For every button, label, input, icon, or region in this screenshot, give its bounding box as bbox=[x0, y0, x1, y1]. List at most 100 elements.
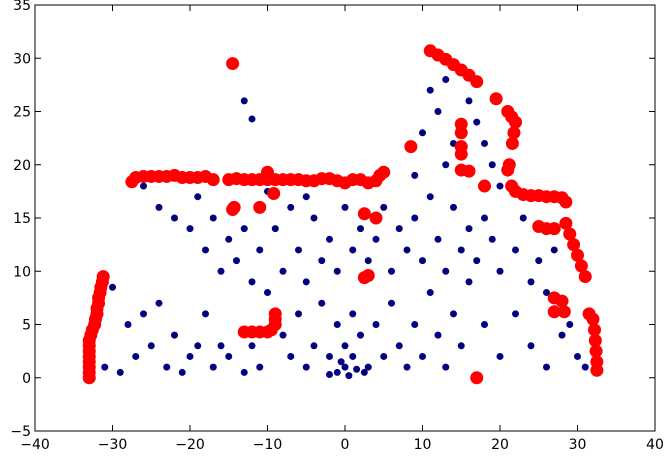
point bbox=[470, 75, 484, 89]
point bbox=[140, 310, 147, 318]
series bbox=[101, 76, 589, 380]
point bbox=[217, 342, 225, 350]
point bbox=[473, 257, 481, 265]
point bbox=[194, 193, 202, 201]
point bbox=[501, 163, 515, 177]
point bbox=[140, 182, 147, 190]
point bbox=[310, 214, 318, 222]
point bbox=[261, 165, 274, 179]
point bbox=[357, 271, 371, 285]
point bbox=[403, 246, 411, 254]
point bbox=[326, 235, 333, 243]
point bbox=[256, 363, 264, 371]
point bbox=[341, 342, 349, 350]
y-tick-label: −5 bbox=[10, 424, 31, 440]
point bbox=[240, 225, 248, 233]
y-tick-label: 30 bbox=[13, 51, 31, 67]
point bbox=[256, 246, 264, 254]
point bbox=[349, 310, 357, 318]
point bbox=[434, 235, 442, 243]
point bbox=[507, 126, 521, 140]
point bbox=[240, 97, 248, 105]
point bbox=[404, 140, 418, 154]
x-tick-label: −40 bbox=[20, 437, 50, 453]
point bbox=[454, 126, 468, 140]
x-tick-label: −20 bbox=[175, 437, 205, 453]
point bbox=[209, 363, 217, 371]
point bbox=[559, 195, 573, 209]
point bbox=[496, 352, 504, 360]
point bbox=[360, 368, 368, 376]
point bbox=[333, 321, 341, 328]
point bbox=[171, 214, 178, 222]
point bbox=[364, 257, 372, 265]
point bbox=[318, 299, 326, 307]
y-tick-label: 25 bbox=[13, 105, 31, 121]
x-tick-label: −10 bbox=[253, 437, 283, 453]
point bbox=[226, 57, 240, 71]
y-tick-label: 5 bbox=[22, 318, 31, 334]
point bbox=[426, 86, 434, 94]
point bbox=[558, 331, 566, 339]
point bbox=[124, 321, 132, 328]
point bbox=[512, 246, 519, 254]
point bbox=[341, 363, 349, 371]
point bbox=[186, 352, 194, 360]
point bbox=[287, 203, 295, 211]
point bbox=[302, 278, 310, 286]
point bbox=[225, 235, 233, 243]
point bbox=[488, 235, 496, 243]
x-tick-label: 40 bbox=[646, 437, 664, 453]
series bbox=[82, 44, 604, 385]
point bbox=[295, 310, 302, 318]
point bbox=[101, 363, 109, 371]
point bbox=[295, 246, 302, 254]
point bbox=[419, 129, 426, 137]
point bbox=[555, 294, 569, 308]
point bbox=[442, 76, 450, 84]
point bbox=[462, 164, 476, 178]
point bbox=[465, 97, 473, 105]
point bbox=[578, 270, 592, 284]
point bbox=[543, 289, 550, 297]
point bbox=[488, 161, 496, 169]
point bbox=[512, 310, 519, 318]
y-tick-label: 0 bbox=[22, 371, 31, 387]
point bbox=[345, 372, 353, 380]
point bbox=[465, 278, 473, 286]
point bbox=[590, 363, 604, 377]
point bbox=[364, 363, 372, 371]
point bbox=[519, 214, 527, 222]
point bbox=[509, 115, 522, 129]
point bbox=[457, 342, 465, 350]
point bbox=[279, 267, 287, 275]
point bbox=[217, 267, 225, 275]
point bbox=[380, 203, 388, 211]
point bbox=[419, 257, 426, 265]
point bbox=[372, 321, 380, 328]
point bbox=[395, 342, 403, 350]
point bbox=[434, 331, 442, 339]
point bbox=[372, 235, 380, 243]
point bbox=[349, 352, 357, 360]
point bbox=[155, 203, 163, 211]
point bbox=[132, 352, 140, 360]
point bbox=[481, 139, 488, 147]
point bbox=[116, 368, 124, 376]
point bbox=[470, 371, 484, 385]
point bbox=[550, 246, 558, 254]
point bbox=[581, 363, 589, 371]
point bbox=[333, 267, 341, 275]
point bbox=[264, 289, 271, 297]
point bbox=[186, 225, 194, 233]
point bbox=[171, 331, 178, 339]
point bbox=[411, 171, 419, 179]
point bbox=[248, 115, 256, 123]
point bbox=[333, 368, 341, 376]
point bbox=[442, 161, 450, 169]
point bbox=[302, 193, 310, 201]
point bbox=[442, 267, 450, 275]
point bbox=[380, 352, 388, 360]
y-tick-label: 10 bbox=[13, 264, 31, 280]
